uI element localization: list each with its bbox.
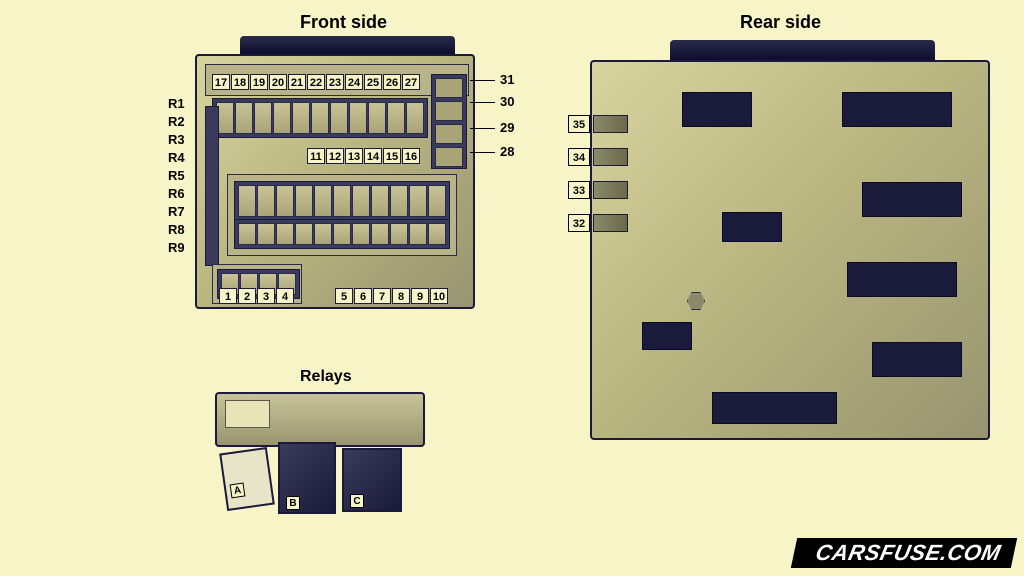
front-row-top-labels: 17 18 19 20 21 22 23 24 25 26 27 bbox=[212, 74, 420, 90]
rear-fuse-34: 34 bbox=[568, 148, 628, 166]
relays-title: Relays bbox=[300, 368, 352, 386]
rear-conn-2 bbox=[842, 92, 952, 127]
front-r-labels: R1 R2 R3 R4 R5 R6 R7 R8 R9 bbox=[168, 95, 185, 256]
front-right-block bbox=[431, 74, 467, 169]
rear-conn-7 bbox=[712, 392, 837, 424]
front-relay-strip bbox=[205, 106, 219, 266]
rear-conn-8 bbox=[642, 322, 692, 350]
rear-fuse-35: 35 bbox=[568, 115, 628, 133]
pointer-30 bbox=[470, 102, 495, 103]
front-mid-block bbox=[227, 174, 457, 256]
rear-title: Rear side bbox=[740, 12, 821, 33]
rear-conn-1 bbox=[682, 92, 752, 127]
front-title: Front side bbox=[300, 12, 387, 33]
front-row-mid-labels: 11 12 13 14 15 16 bbox=[307, 148, 420, 164]
front-fuse-row-top bbox=[212, 98, 428, 138]
front-panel-body: 17 18 19 20 21 22 23 24 25 26 27 11 12 1… bbox=[195, 54, 475, 309]
front-row-bl-labels: 1 2 3 4 bbox=[219, 288, 294, 304]
relay-b: B bbox=[278, 442, 336, 514]
pointer-29 bbox=[470, 128, 495, 129]
watermark: CARSFUSE.COM bbox=[790, 538, 1017, 568]
relay-c: C bbox=[342, 448, 402, 512]
rear-conn-5 bbox=[847, 262, 957, 297]
hex-nut bbox=[687, 292, 705, 310]
relays-sticker bbox=[225, 400, 270, 428]
rear-fuse-33: 33 bbox=[568, 181, 628, 199]
rear-panel-body bbox=[590, 60, 990, 440]
relays-base bbox=[215, 392, 425, 447]
rear-conn-6 bbox=[872, 342, 962, 377]
front-row-br-labels: 5 6 7 8 9 10 bbox=[335, 288, 448, 304]
rear-conn-3 bbox=[862, 182, 962, 217]
relay-a: A bbox=[219, 447, 275, 511]
pointer-31 bbox=[470, 80, 495, 81]
pointer-28 bbox=[470, 152, 495, 153]
rear-fuse-32: 32 bbox=[568, 214, 628, 232]
rear-connector-top bbox=[670, 40, 935, 62]
front-connector-top bbox=[240, 36, 455, 56]
rear-conn-4 bbox=[722, 212, 782, 242]
